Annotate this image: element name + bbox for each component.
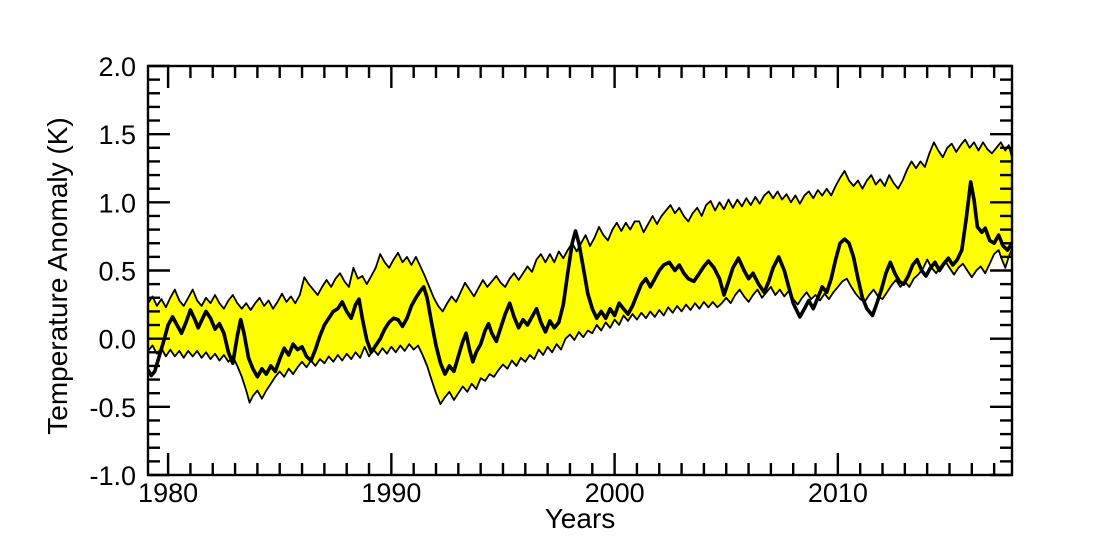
y-tick-label: 0.5 [98,257,136,287]
y-tick-label: -0.5 [89,393,136,423]
y-tick-label: 1.5 [98,120,136,150]
x-tick-label: 1990 [361,478,421,508]
x-axis-label: Years [545,503,616,534]
x-tick-label: 2010 [808,478,868,508]
y-tick-label: 0.0 [98,325,136,355]
model-range-band [148,138,1012,405]
chart-layers: 1980 1990 2000 2010 -1.0 -0.5 0.0 0.5 1.0 1.5 2.0 [89,52,1014,508]
y-tick-label: 2.0 [98,52,136,82]
y-tick-label: 1.0 [98,188,136,218]
y-axis-label: Temperature Anomaly (K) [42,117,73,434]
x-tick-label: 1980 [138,478,198,508]
y-tick-label: -1.0 [89,461,136,491]
observed-line [148,180,1012,379]
x-tick-label: 2000 [585,478,645,508]
